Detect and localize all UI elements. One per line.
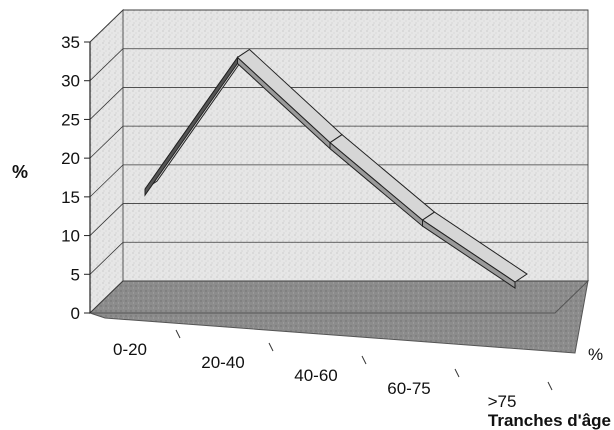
gridline-side <box>89 48 124 82</box>
x-tick-mark <box>547 381 553 391</box>
y-tick-label: 15 <box>61 188 80 207</box>
x-tick-mark <box>361 355 367 365</box>
gridline-side <box>89 87 124 120</box>
gridline-side <box>89 125 124 159</box>
x-axis-title: Tranches d'âge <box>488 411 611 430</box>
gridline-side <box>89 164 124 198</box>
y-tick-label: 30 <box>61 72 80 91</box>
data-series <box>144 48 528 289</box>
x-category-label: 0-20 <box>113 340 147 359</box>
axes: 0 5 10 15 20 25 30 35 0-20 20-40 40-60 60-75 >75 <box>61 33 553 411</box>
gridline-side <box>89 241 124 275</box>
ribbon-front <box>422 219 516 289</box>
gridline-side <box>89 9 124 43</box>
x-category-label: >75 <box>488 392 517 411</box>
gridline-side <box>89 203 124 236</box>
plot-walls <box>88 8 590 354</box>
y-tick-label: 0 <box>71 304 80 323</box>
x-category-label: 40-60 <box>294 366 337 385</box>
y-tick-label: 20 <box>61 149 80 168</box>
gridline-side <box>89 280 124 314</box>
y-tick-label: 25 <box>61 110 80 129</box>
series-axis-label: % <box>588 345 603 364</box>
y-tick-label: 10 <box>61 227 80 246</box>
x-tick-mark <box>175 329 181 339</box>
gridlines <box>89 9 588 314</box>
x-category-label: 60-75 <box>387 379 430 398</box>
y-axis-title: % <box>12 162 28 182</box>
y-tick-label: 35 <box>61 33 80 52</box>
side-wall <box>89 8 124 315</box>
y-tick-label: 5 <box>71 265 80 284</box>
x-tick-mark <box>454 368 460 378</box>
x-category-label: 20-40 <box>201 353 244 372</box>
labels: % Tranches d'âge % <box>12 162 611 430</box>
x-tick-mark <box>268 342 274 352</box>
